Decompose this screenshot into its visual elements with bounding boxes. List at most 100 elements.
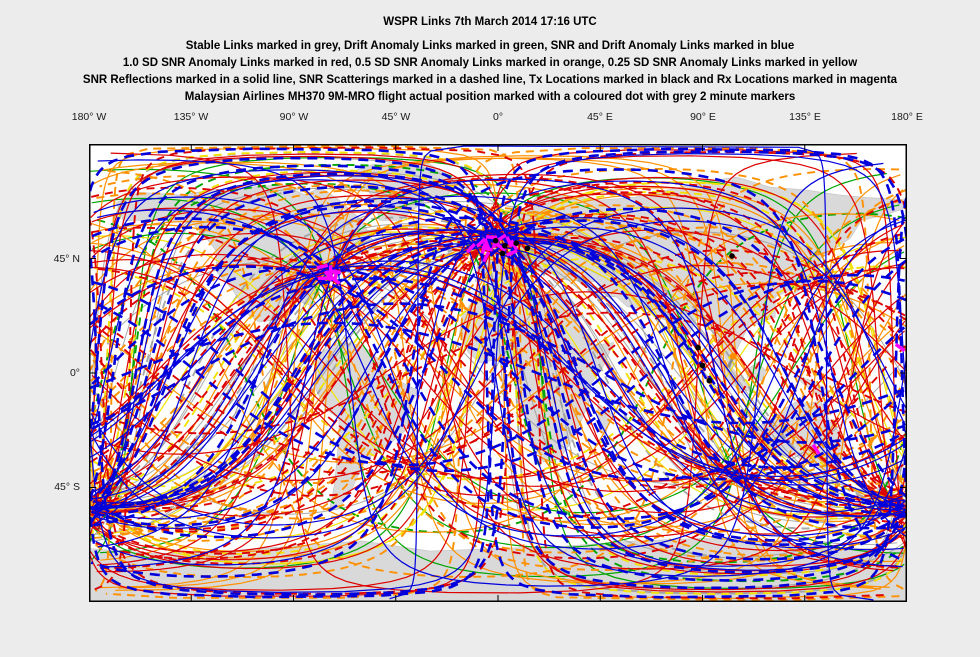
tx-location-marker <box>524 245 531 252</box>
rx-location-marker <box>894 343 906 353</box>
wspr-link-arc <box>89 151 907 595</box>
tx-location-marker <box>492 237 499 244</box>
tx-location-marker <box>502 243 508 249</box>
wspr-link-arc <box>89 152 907 594</box>
figure-title-block: WSPR Links 7th March 2014 17:16 UTC Stab… <box>0 14 980 106</box>
wspr-link-arc <box>89 302 904 444</box>
wspr-link-arc <box>89 147 907 599</box>
x-tick-label-180w: 180° W <box>71 111 107 123</box>
wspr-link-arc <box>89 172 906 574</box>
rx-location-marker <box>329 275 341 285</box>
wspr-link-arc <box>93 242 905 504</box>
wspr-link-arc <box>90 197 903 549</box>
wspr-link-arc <box>101 157 874 589</box>
wspr-link-arc <box>93 186 905 560</box>
wspr-link-arc <box>92 207 907 539</box>
wspr-link-arc <box>103 178 903 568</box>
wspr-link-arc <box>92 279 907 467</box>
plot-frame <box>89 144 907 602</box>
wspr-link-arc <box>91 277 907 469</box>
rx-location-marker <box>466 242 476 254</box>
wspr-link-arc <box>95 180 907 566</box>
rx-location-marker <box>495 242 507 252</box>
tx-location-marker <box>706 377 713 384</box>
wspr-link-arc <box>93 215 906 531</box>
wspr-link-arc <box>89 212 907 534</box>
x-tick-label-90w: 90° W <box>279 111 309 123</box>
wspr-link-arc <box>94 229 906 517</box>
wspr-link-arc <box>92 179 907 567</box>
aircraft-position-dot <box>729 352 737 360</box>
wspr-link-arc <box>92 225 907 521</box>
tx-location-marker <box>499 250 506 257</box>
figure-title-line-2: Stable Links marked in grey, Drift Anoma… <box>185 40 795 52</box>
wspr-link-arc <box>93 243 905 503</box>
wspr-link-arc <box>91 271 907 475</box>
rx-location-marker <box>475 237 487 248</box>
wspr-link-arc <box>90 254 905 492</box>
wspr-link-arc <box>89 265 906 481</box>
wspr-link-arc <box>110 152 857 594</box>
rx-location-marker <box>506 249 518 257</box>
wspr-link-arc <box>91 265 907 481</box>
tx-location-marker <box>699 362 706 369</box>
wspr-link-arc <box>89 155 906 591</box>
rx-location-marker <box>316 263 329 270</box>
wspr-link-arc <box>91 273 905 473</box>
wspr-link-arc <box>90 232 904 514</box>
wspr-link-arc <box>91 223 904 523</box>
wspr-link-arc <box>89 151 907 595</box>
wspr-link-arc <box>89 179 907 567</box>
wspr-link-arc <box>90 232 907 514</box>
wspr-link-arc <box>91 185 907 561</box>
figure-title-line-1: WSPR Links 7th March 2014 17:16 UTC <box>383 16 597 28</box>
wspr-link-arc <box>95 240 907 506</box>
y-tick-label-45s: 45° S <box>54 481 80 493</box>
rx-location-marker <box>509 239 519 251</box>
wspr-link-arc <box>97 195 904 551</box>
wspr-link-arc <box>90 194 904 552</box>
wspr-link-arc <box>97 159 884 587</box>
rx-location-marker <box>485 235 498 240</box>
x-tick-label-135e: 135° E <box>789 111 821 123</box>
wspr-link-arc <box>91 175 907 571</box>
figure-title-line-3: 1.0 SD SNR Anomaly Links marked in red, … <box>122 57 858 69</box>
tx-location-marker <box>729 253 735 259</box>
rx-location-marker <box>328 265 333 277</box>
wspr-link-arc <box>91 199 906 547</box>
rx-location-marker <box>480 242 487 255</box>
world-map-plot <box>89 144 907 602</box>
x-tick-label-135w: 135° W <box>173 111 209 123</box>
wspr-link-arc <box>89 253 904 493</box>
rx-location-marker <box>482 251 491 263</box>
wspr-link-arc <box>93 237 906 509</box>
figure-title-line-4: SNR Reflections marked in a solid line, … <box>82 74 898 86</box>
wspr-link-arc <box>90 249 907 497</box>
y-tick-label-45n: 45° N <box>53 253 80 265</box>
rx-location-marker <box>505 236 513 248</box>
wspr-link-arc <box>91 228 905 518</box>
wspr-link-arc <box>89 237 900 509</box>
x-tick-label-180e: 180° E <box>891 111 923 123</box>
figure-title-line-5: Malaysian Airlines MH370 9M-MRO flight a… <box>184 91 796 103</box>
wspr-link-arc <box>91 220 904 526</box>
wspr-link-arc <box>89 226 902 520</box>
wspr-link-arc <box>90 219 904 527</box>
x-tick-label-90e: 90° E <box>690 111 716 123</box>
wspr-link-arc <box>93 209 907 537</box>
wspr-link-arc <box>91 185 906 561</box>
wspr-link-arc <box>91 235 902 511</box>
wspr-link-arc <box>90 169 907 577</box>
x-tick-label-45w: 45° W <box>381 111 411 123</box>
rx-location-marker <box>811 443 821 455</box>
y-tick-label-0: 0° <box>69 367 80 379</box>
tx-rx-aircraft-markers <box>316 233 906 455</box>
x-tick-label-45e: 45° E <box>587 111 613 123</box>
wspr-link-arc <box>89 149 907 597</box>
x-tick-label-0: 0° <box>492 111 504 123</box>
tx-location-marker <box>513 240 519 246</box>
wspr-link-arc <box>93 212 906 534</box>
wspr-link-arc <box>90 168 900 578</box>
wspr-link-arc <box>90 186 900 560</box>
